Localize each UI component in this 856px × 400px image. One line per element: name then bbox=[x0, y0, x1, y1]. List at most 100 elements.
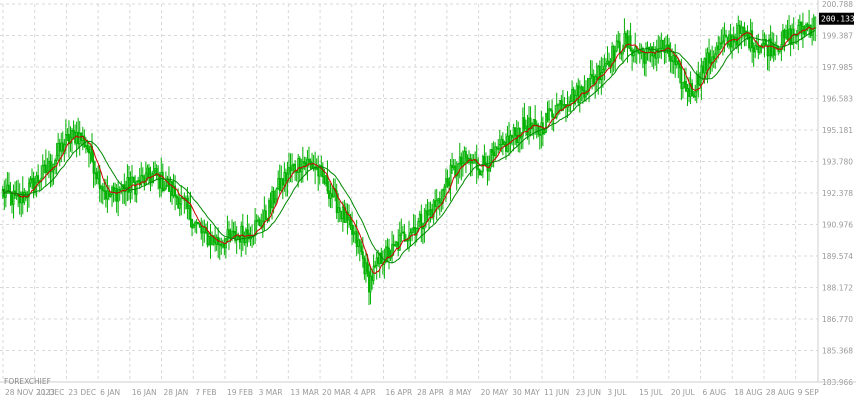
candle-body bbox=[380, 252, 383, 265]
candle-body bbox=[532, 119, 535, 127]
candle-body bbox=[435, 199, 438, 207]
candle-body bbox=[106, 190, 109, 200]
candle-body bbox=[623, 33, 626, 50]
candle-body bbox=[67, 133, 70, 144]
candle-body bbox=[178, 203, 181, 209]
x-tick-label: 11 DEC bbox=[37, 388, 65, 397]
candle-body bbox=[577, 85, 580, 104]
candle-body bbox=[768, 38, 771, 57]
candle-body bbox=[271, 191, 273, 209]
candle-body bbox=[41, 165, 44, 179]
candle-body bbox=[643, 52, 646, 64]
candle-body bbox=[557, 103, 560, 106]
candle-body bbox=[460, 156, 463, 167]
candle-body bbox=[429, 209, 432, 212]
candle-body bbox=[101, 186, 104, 191]
candle-body bbox=[98, 171, 101, 190]
candle-body bbox=[163, 188, 166, 192]
candle-body bbox=[755, 45, 758, 47]
candle-body bbox=[111, 186, 113, 195]
candle-body bbox=[297, 157, 300, 173]
candle-body bbox=[86, 145, 89, 150]
candle-body bbox=[638, 52, 641, 54]
candle-body bbox=[331, 193, 334, 198]
candle-body bbox=[486, 165, 489, 172]
candle-body bbox=[492, 151, 495, 157]
candle-body bbox=[497, 148, 500, 150]
candle-body bbox=[118, 189, 121, 192]
x-tick-label: 18 AUG bbox=[734, 388, 763, 397]
candle-body bbox=[478, 169, 481, 176]
candle-body bbox=[352, 232, 355, 235]
candle-body bbox=[721, 40, 724, 44]
candle-body bbox=[128, 177, 130, 193]
candle-body bbox=[814, 16, 817, 29]
candle-body bbox=[64, 133, 67, 145]
candle-body bbox=[274, 198, 277, 204]
candle-body bbox=[54, 159, 57, 165]
candle-body bbox=[672, 55, 675, 62]
candle-body bbox=[509, 134, 512, 144]
candle-body bbox=[617, 40, 620, 43]
candle-body bbox=[329, 193, 332, 199]
candle-body bbox=[84, 145, 87, 147]
candle-body bbox=[783, 30, 786, 38]
candle-body bbox=[406, 239, 409, 242]
candle-body bbox=[277, 178, 280, 189]
candle-body bbox=[148, 167, 150, 178]
watermark-label: FOREXCHIEF bbox=[4, 377, 51, 386]
candle-body bbox=[212, 235, 215, 242]
candle-body bbox=[444, 178, 447, 188]
candle-body bbox=[677, 60, 680, 65]
candle-body bbox=[218, 243, 221, 246]
candle-body bbox=[692, 95, 695, 98]
candle-body bbox=[386, 246, 389, 249]
candle-body bbox=[23, 192, 26, 203]
x-tick-label: 6 AUG bbox=[703, 388, 727, 397]
candle-body bbox=[786, 30, 789, 40]
candle-body bbox=[765, 39, 767, 46]
y-tick-label: 195.181 bbox=[822, 126, 853, 135]
candle-body bbox=[705, 58, 707, 71]
candle-body bbox=[401, 231, 404, 234]
grid-lines bbox=[0, 3, 818, 383]
slow-moving-average-line bbox=[2, 30, 816, 264]
candle-body bbox=[505, 141, 507, 152]
candle-body bbox=[626, 36, 629, 48]
candle-body bbox=[57, 142, 60, 156]
candle-body bbox=[555, 104, 558, 118]
candle-body bbox=[426, 210, 429, 216]
candle-body bbox=[552, 116, 555, 119]
candle-body bbox=[309, 160, 312, 164]
candle-body bbox=[686, 88, 689, 92]
candle-body bbox=[614, 50, 617, 62]
candle-body bbox=[291, 165, 293, 171]
candle-body bbox=[494, 146, 497, 157]
candle-body bbox=[240, 225, 243, 243]
candle-body bbox=[735, 37, 738, 46]
candle-body bbox=[394, 244, 397, 247]
candle-body bbox=[514, 127, 517, 136]
candle-body bbox=[343, 206, 346, 223]
candle-body bbox=[703, 58, 706, 74]
candle-body bbox=[155, 168, 158, 177]
candle-body bbox=[655, 48, 658, 59]
candle-body bbox=[749, 30, 752, 49]
candle-body bbox=[574, 94, 577, 105]
candle-body bbox=[209, 236, 212, 245]
candle-body bbox=[201, 231, 204, 234]
candle-body bbox=[189, 205, 192, 220]
candle-body bbox=[669, 56, 672, 61]
candle-body bbox=[512, 127, 515, 138]
candle-body bbox=[152, 170, 155, 175]
candle-body bbox=[483, 156, 486, 164]
candle-body bbox=[195, 221, 198, 224]
candle-body bbox=[100, 186, 103, 190]
candle-body bbox=[437, 198, 440, 201]
candle-body bbox=[511, 134, 514, 138]
candle-body bbox=[649, 46, 652, 51]
candle-body bbox=[569, 100, 572, 107]
candle-body bbox=[560, 100, 563, 111]
candle-body bbox=[231, 230, 233, 239]
